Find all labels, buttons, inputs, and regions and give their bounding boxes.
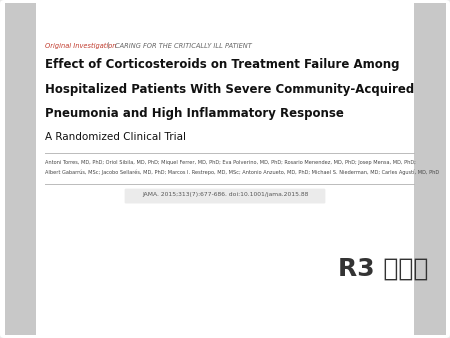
Text: R3 정수웅: R3 정수웅 (338, 257, 428, 281)
Text: A Randomized Clinical Trial: A Randomized Clinical Trial (45, 131, 186, 142)
Text: Albert Gabarrús, MSc; Jacobo Sellarés, MD, PhD; Marcos I. Restrepo, MD, MSc; Ant: Albert Gabarrús, MSc; Jacobo Sellarés, M… (45, 170, 439, 175)
FancyBboxPatch shape (125, 189, 325, 203)
Text: Original Investigation: Original Investigation (45, 43, 117, 49)
Bar (4, 3, 36, 335)
Text: Hospitalized Patients With Severe Community-Acquired: Hospitalized Patients With Severe Commun… (45, 83, 414, 96)
Bar (414, 3, 446, 335)
Text: Effect of Corticosteroids on Treatment Failure Among: Effect of Corticosteroids on Treatment F… (45, 58, 400, 71)
Text: CARING FOR THE CRITICALLY ILL PATIENT: CARING FOR THE CRITICALLY ILL PATIENT (115, 43, 252, 49)
Text: JAMA. 2015;313(7):677-686. doi:10.1001/jama.2015.88: JAMA. 2015;313(7):677-686. doi:10.1001/j… (142, 192, 308, 197)
Text: Antoni Torres, MD, PhD; Oriol Sibila, MD, PhD; Miquel Ferrer, MD, PhD; Eva Polve: Antoni Torres, MD, PhD; Oriol Sibila, MD… (45, 160, 416, 165)
Text: Pneumonia and High Inflammatory Response: Pneumonia and High Inflammatory Response (45, 107, 344, 120)
Text: |: | (105, 42, 113, 49)
